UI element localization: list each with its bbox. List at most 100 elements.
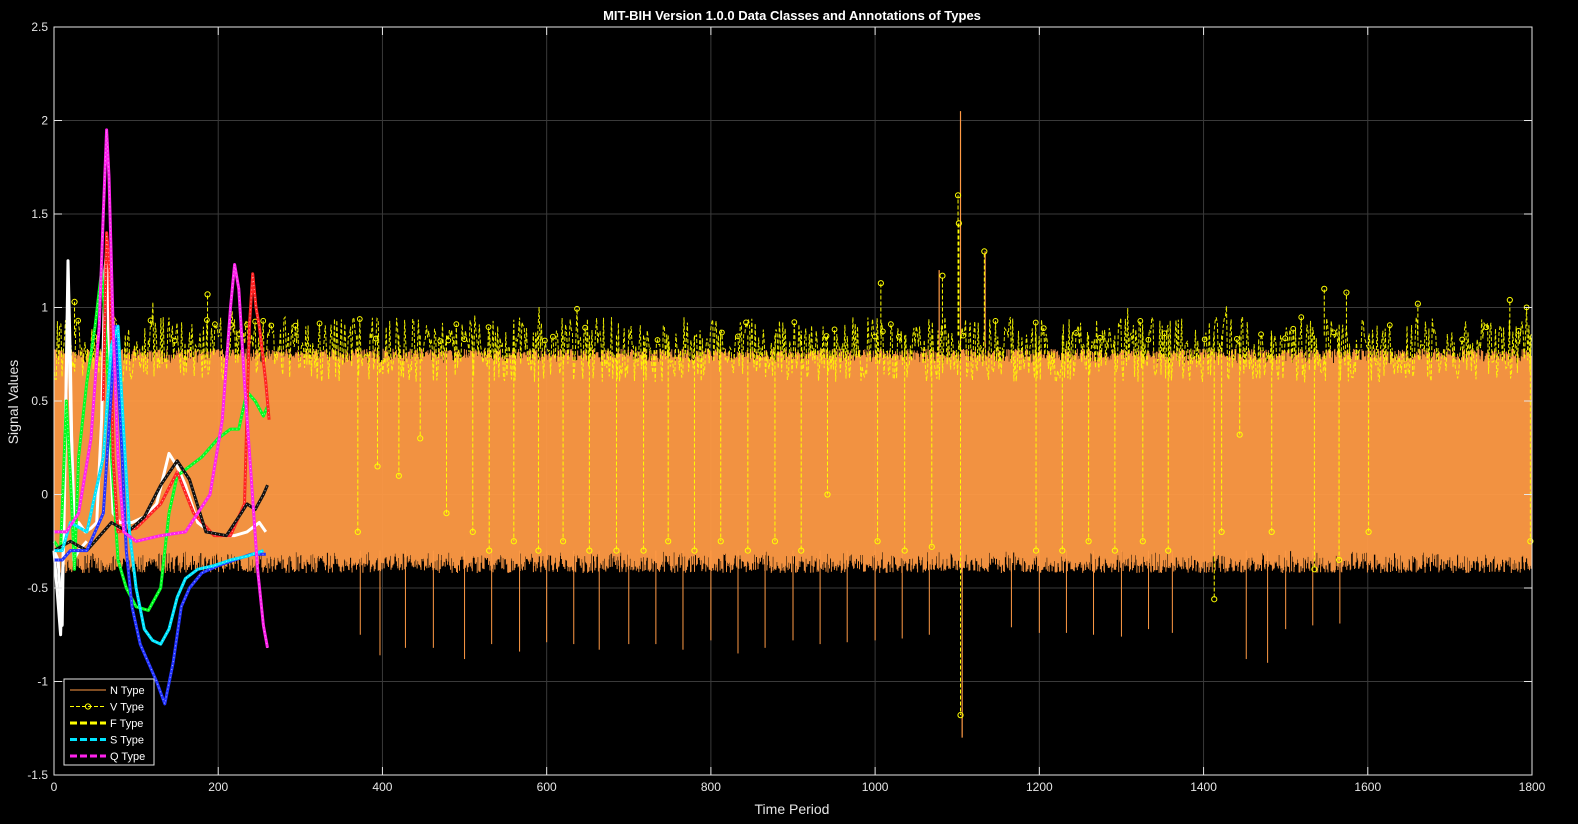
v-type-marker	[960, 332, 967, 339]
v-type-marker	[1218, 528, 1225, 536]
v-type-marker	[374, 463, 381, 470]
v-type-marker	[957, 712, 964, 719]
x-tick-label: 0	[51, 780, 58, 794]
v-type-marker	[1290, 325, 1297, 332]
v-type-marker	[1137, 318, 1144, 324]
v-type-marker	[887, 321, 894, 328]
v-type-marker	[1059, 547, 1066, 554]
x-tick-label: 1400	[1190, 780, 1217, 794]
v-type-marker	[1459, 336, 1466, 343]
v-type-marker	[268, 322, 275, 329]
v-type-marker	[874, 538, 881, 545]
v-type-marker	[1139, 538, 1146, 545]
x-tick-label: 1000	[862, 780, 889, 794]
v-type-marker	[654, 337, 661, 343]
v-type-marker	[1365, 528, 1372, 536]
v-type-marker	[1032, 319, 1039, 326]
v-type-marker	[486, 547, 493, 554]
legend-label: F Type	[110, 718, 143, 730]
v-type-marker	[445, 337, 452, 344]
v-type-marker	[1097, 334, 1103, 341]
legend: N Type V Type F Type S Type Q Type	[63, 678, 155, 766]
y-tick-label: 1	[41, 301, 48, 315]
v-type-marker	[354, 528, 361, 536]
v-type-marker	[356, 316, 363, 322]
legend-label: Q Type	[110, 751, 145, 763]
v-type-marker	[469, 528, 476, 536]
v-type-marker	[743, 319, 749, 326]
v-type-marker	[992, 318, 999, 324]
v-type-marker	[896, 333, 902, 340]
y-tick-label: 0.5	[31, 394, 48, 408]
v-type-marker	[541, 337, 548, 344]
v-type-marker	[1085, 538, 1092, 545]
legend-label: V Type	[110, 702, 144, 714]
v-type-marker	[955, 220, 962, 227]
v-type-marker	[437, 338, 444, 345]
v-type-marker	[292, 322, 299, 329]
v-type-marker	[395, 472, 402, 479]
v-type-marker	[771, 538, 779, 545]
v-type-marker	[798, 547, 805, 554]
short-traces	[52, 128, 271, 706]
v-type-marker	[1145, 336, 1152, 343]
short-trace-markers	[53, 459, 268, 552]
v-type-marker	[1282, 335, 1289, 342]
v-type-marker	[1032, 547, 1040, 554]
v-type-marker	[443, 510, 450, 517]
y-axis-label: Signal Values	[5, 360, 21, 445]
v-type-marker	[1414, 300, 1421, 307]
v-type-marker	[901, 547, 908, 554]
v-type-marker	[1258, 331, 1264, 338]
short-trace	[52, 259, 88, 637]
v-type-marker	[824, 491, 831, 498]
v-type-marker	[1073, 330, 1079, 336]
v-type-marker	[831, 326, 838, 333]
v-type-marker	[928, 543, 935, 550]
v-type-marker	[1298, 314, 1305, 321]
y-tick-label: -1.5	[27, 768, 48, 782]
y-tick-label: -0.5	[27, 581, 48, 595]
v-type-marker	[1515, 328, 1522, 334]
v-type-marker	[147, 317, 154, 324]
v-type-marker	[665, 538, 672, 545]
v-type-line	[53, 302, 1532, 383]
x-tick-label: 200	[208, 780, 228, 794]
v-type-marker	[204, 291, 211, 298]
v-type-marker	[791, 319, 798, 326]
v-type-marker	[1165, 547, 1172, 554]
v-type-marker	[586, 547, 593, 554]
series-n-type	[53, 111, 1533, 738]
v-type-marker	[574, 305, 580, 312]
y-tick-label: 2.5	[31, 20, 48, 34]
v-type-marker	[260, 317, 267, 324]
x-tick-label: 1800	[1519, 780, 1546, 794]
v-type-marker	[1161, 330, 1168, 337]
v-type-marker	[582, 324, 588, 331]
v-type-marker	[1268, 528, 1275, 536]
y-tick-labels: -1.5 -1 -0.5 0 0.5 1 1.5 2 2.5	[27, 20, 48, 782]
v-type-marker	[981, 248, 988, 255]
v-type-marker	[372, 335, 379, 342]
x-tick-label: 1600	[1354, 780, 1381, 794]
v-type-marker	[559, 538, 567, 545]
v-type-marker	[735, 333, 741, 340]
v-type-marker	[1233, 335, 1240, 342]
v-type-marker	[1236, 431, 1243, 438]
y-tick-label: 1.5	[31, 207, 48, 221]
v-type-marker	[691, 547, 698, 554]
v-type-marker	[718, 329, 725, 336]
v-type-marker	[417, 435, 424, 442]
v-type-marker	[203, 317, 210, 323]
y-tick-label: -1	[37, 675, 48, 689]
v-type-marker	[1201, 336, 1208, 343]
v-type-marker	[1111, 547, 1118, 554]
v-type-marker	[823, 333, 830, 339]
v-type-marker	[1483, 324, 1490, 331]
v-type-marker	[613, 547, 620, 554]
v-type-marker	[453, 321, 460, 328]
series-v-type	[53, 192, 1534, 719]
legend-label: N Type	[110, 685, 145, 697]
y-tick-label: 2	[41, 114, 48, 128]
